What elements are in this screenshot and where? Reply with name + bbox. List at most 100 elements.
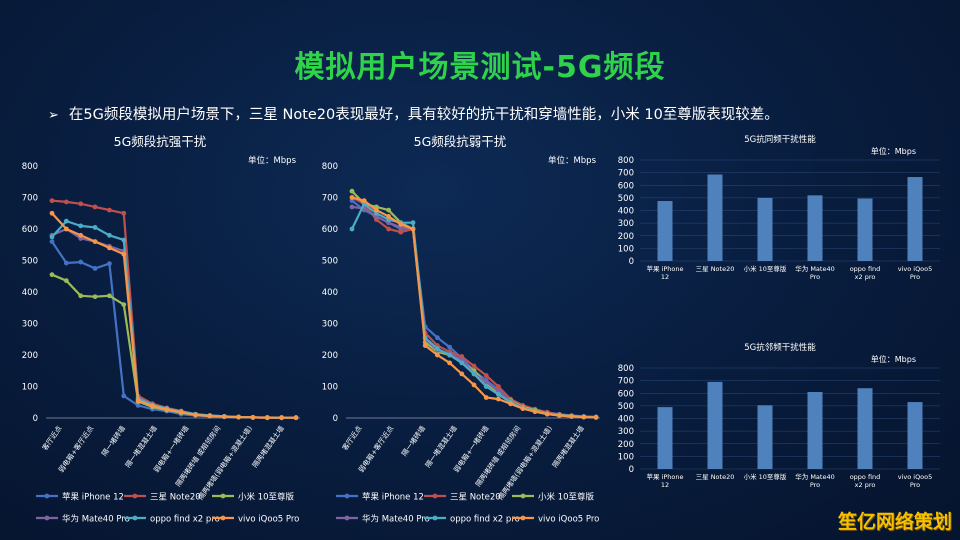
data-point: [121, 237, 127, 243]
x-tick-label: oppo find: [850, 473, 881, 481]
bar: [707, 174, 723, 261]
y-tick-label: 300: [322, 320, 338, 330]
x-tick-label: x2 pro: [855, 273, 876, 281]
y-tick-label: 500: [618, 194, 634, 204]
legend-label: 小米 10至尊版: [538, 492, 595, 503]
data-point: [386, 214, 391, 219]
data-point: [349, 188, 355, 194]
y-tick-label: 300: [618, 219, 634, 229]
y-tick-label: 600: [618, 181, 634, 191]
data-point: [92, 265, 98, 271]
data-point: [593, 414, 599, 420]
data-point: [78, 259, 84, 265]
y-tick-label: 600: [322, 225, 338, 235]
legend-marker: [432, 493, 438, 499]
bar: [807, 391, 823, 469]
x-tick-label: 客厅近点: [340, 424, 363, 452]
y-tick-label: 0: [333, 414, 338, 424]
x-tick-label: 弱电箱+一堵砖墙: [452, 424, 491, 474]
data-point: [107, 245, 112, 251]
data-point: [121, 210, 127, 216]
bar: [707, 381, 723, 469]
x-tick-label: vivo iQoo5: [898, 473, 933, 481]
unit-label: 单位：Mbps: [871, 354, 916, 364]
x-tick-label: 隔一堵混凝土墙: [423, 424, 458, 469]
data-point: [63, 278, 69, 284]
bar: [757, 197, 773, 261]
data-point: [49, 239, 55, 244]
arrow-bullet-icon: ➢: [48, 108, 59, 123]
y-tick-label: 200: [22, 351, 38, 361]
data-point: [557, 413, 562, 418]
data-point: [178, 409, 184, 415]
legend-marker: [520, 515, 526, 521]
x-tick-label: 隔一堵砖墙: [100, 424, 127, 458]
x-tick-label: 三星 Note20: [696, 265, 735, 273]
data-point: [92, 294, 98, 300]
y-tick-label: 500: [22, 257, 38, 267]
data-point: [135, 398, 141, 404]
legend-label: 苹果 iPhone 12: [62, 492, 124, 503]
bar: [907, 177, 923, 261]
data-point: [264, 415, 270, 421]
data-point: [121, 393, 127, 399]
unit-label: 单位：Mbps: [548, 155, 597, 166]
y-tick-label: 100: [322, 383, 338, 393]
x-tick-label: 隔一堵砖墙: [400, 424, 427, 458]
legend-marker: [132, 493, 138, 499]
legend-marker: [220, 515, 226, 521]
data-point: [435, 335, 440, 341]
series-line-5: [51, 212, 296, 419]
y-tick-label: 100: [618, 452, 634, 462]
legend-marker: [432, 515, 438, 521]
x-tick-label: 小米 10至尊版: [744, 264, 787, 273]
y-tick-label: 100: [618, 244, 634, 254]
data-point: [581, 414, 587, 420]
y-tick-label: 0: [33, 414, 38, 424]
legend-marker: [344, 515, 350, 521]
y-tick-label: 700: [618, 169, 634, 179]
y-tick-label: 500: [322, 257, 338, 267]
data-point: [349, 226, 355, 232]
x-tick-label: 隔一堵混凝土墙: [123, 424, 158, 469]
legend-label: vivo iQoo5 Pro: [238, 515, 299, 525]
bar: [857, 388, 873, 469]
series-line-2: [51, 273, 296, 419]
y-tick-label: 800: [322, 162, 338, 172]
chart-title: 5G抗同频干扰性能: [744, 134, 816, 145]
y-tick-label: 0: [629, 257, 634, 267]
data-point: [483, 384, 489, 389]
data-point: [78, 201, 84, 207]
data-point: [374, 207, 379, 213]
legend-label: 小米 10至尊版: [238, 492, 295, 503]
x-tick-label: 华为 Mate40: [795, 472, 834, 481]
data-point: [496, 391, 501, 397]
legend-label: 三星 Note20: [450, 493, 501, 503]
y-tick-label: 700: [322, 194, 338, 204]
legend-label: oppo find x2 pro: [450, 515, 520, 525]
legend-marker: [344, 493, 350, 499]
bar: [757, 405, 773, 469]
x-tick-label: Pro: [810, 481, 820, 489]
data-point: [49, 234, 55, 240]
x-tick-label: 隔两堵混凝土墙: [250, 424, 285, 469]
legend-marker: [132, 515, 138, 521]
legend-label: 三星 Note20: [150, 493, 201, 503]
chart-title: 5G频段抗弱干扰: [414, 134, 507, 149]
legend-marker: [220, 493, 226, 499]
series-line-3: [51, 227, 296, 419]
data-point: [279, 415, 285, 421]
x-tick-label: 小米 10至尊版: [744, 472, 787, 481]
data-point: [236, 414, 241, 420]
data-point: [92, 204, 98, 210]
data-point: [569, 414, 574, 419]
data-point: [107, 261, 112, 267]
x-tick-label: x2 pro: [855, 481, 876, 489]
y-tick-label: 400: [618, 207, 634, 217]
data-point: [221, 414, 227, 420]
x-tick-label: 苹果 iPhone: [646, 472, 683, 481]
x-tick-label: 12: [661, 273, 669, 281]
y-tick-label: 800: [22, 162, 38, 172]
